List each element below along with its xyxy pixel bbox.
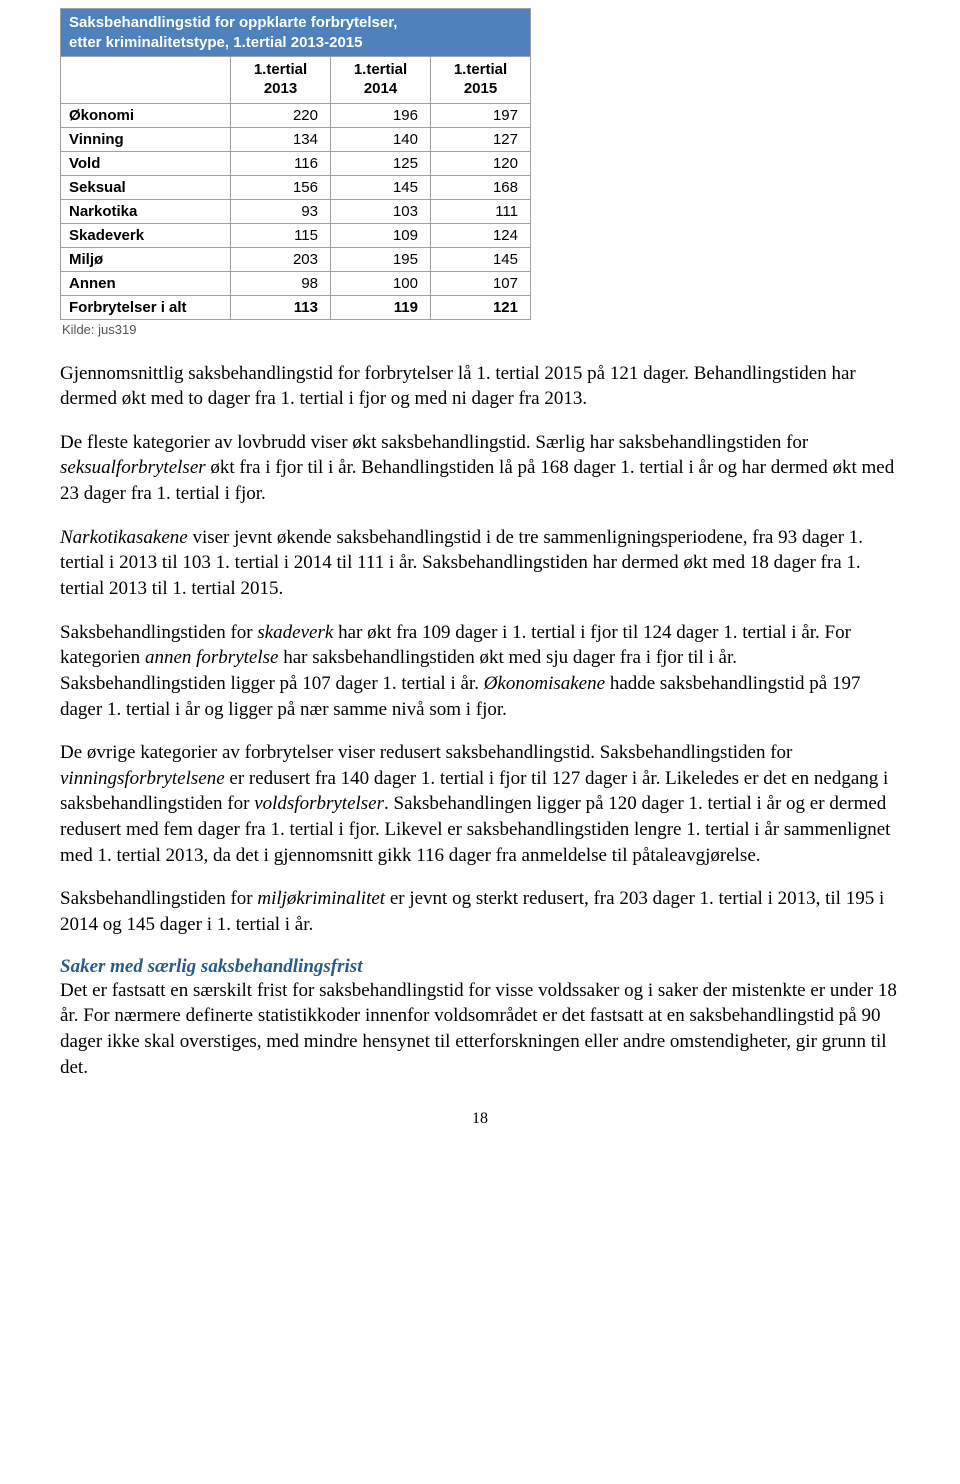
- row-v1: 203: [231, 247, 331, 271]
- row-v3: 145: [431, 247, 531, 271]
- row-v1: 116: [231, 151, 331, 175]
- row-v3: 127: [431, 127, 531, 151]
- table-source: Kilde: jus319: [62, 322, 900, 337]
- table-row: Skadeverk115109124: [61, 223, 531, 247]
- table-row: Seksual156145168: [61, 175, 531, 199]
- table-row: Vinning134140127: [61, 127, 531, 151]
- row-v1: 115: [231, 223, 331, 247]
- row-label: Vold: [61, 151, 231, 175]
- table-title-l1: Saksbehandlingstid for oppklarte forbryt…: [69, 14, 397, 31]
- row-v2: 195: [331, 247, 431, 271]
- row-v3: 168: [431, 175, 531, 199]
- page-number: 18: [60, 1110, 900, 1128]
- row-v1: 156: [231, 175, 331, 199]
- total-v2: 119: [331, 295, 431, 319]
- col-header-2014: 1.tertial2014: [331, 57, 431, 104]
- row-label: Vinning: [61, 127, 231, 151]
- paragraph-5: De øvrige kategorier av forbrytelser vis…: [60, 740, 900, 868]
- subsection-heading: Saker med særlig saksbehandlingsfrist: [60, 956, 900, 978]
- paragraph-2: De fleste kategorier av lovbrudd viser ø…: [60, 430, 900, 507]
- saksbehandling-table: Saksbehandlingstid for oppklarte forbryt…: [60, 8, 531, 320]
- table-row: Miljø203195145: [61, 247, 531, 271]
- paragraph-6: Saksbehandlingstiden for miljøkriminalit…: [60, 886, 900, 937]
- paragraph-1: Gjennomsnittlig saksbehandlingstid for f…: [60, 361, 900, 412]
- row-v2: 140: [331, 127, 431, 151]
- row-v2: 100: [331, 271, 431, 295]
- table-row: Økonomi220196197: [61, 103, 531, 127]
- row-v3: 197: [431, 103, 531, 127]
- row-v1: 93: [231, 199, 331, 223]
- row-label: Skadeverk: [61, 223, 231, 247]
- paragraph-3: Narkotikasakene viser jevnt økende saksb…: [60, 525, 900, 602]
- row-label: Annen: [61, 271, 231, 295]
- table-row: Annen98100107: [61, 271, 531, 295]
- row-v2: 103: [331, 199, 431, 223]
- total-v3: 121: [431, 295, 531, 319]
- data-table-wrapper: Saksbehandlingstid for oppklarte forbryt…: [60, 8, 900, 337]
- paragraph-7: Det er fastsatt en særskilt frist for sa…: [60, 978, 900, 1081]
- table-row: Narkotika93103111: [61, 199, 531, 223]
- table-row-total: Forbrytelser i alt 113 119 121: [61, 295, 531, 319]
- row-label: Miljø: [61, 247, 231, 271]
- row-v3: 124: [431, 223, 531, 247]
- row-v1: 220: [231, 103, 331, 127]
- table-title-l2: etter kriminalitetstype, 1.tertial 2013-…: [69, 34, 362, 51]
- col-header-2015: 1.tertial2015: [431, 57, 531, 104]
- table-row: Vold116125120: [61, 151, 531, 175]
- row-label: Økonomi: [61, 103, 231, 127]
- total-label: Forbrytelser i alt: [61, 295, 231, 319]
- row-v3: 120: [431, 151, 531, 175]
- row-v2: 125: [331, 151, 431, 175]
- row-label: Seksual: [61, 175, 231, 199]
- row-v2: 145: [331, 175, 431, 199]
- table-title: Saksbehandlingstid for oppklarte forbryt…: [61, 9, 531, 57]
- row-v2: 196: [331, 103, 431, 127]
- row-v3: 107: [431, 271, 531, 295]
- paragraph-4: Saksbehandlingstiden for skadeverk har ø…: [60, 620, 900, 723]
- row-v1: 134: [231, 127, 331, 151]
- total-v1: 113: [231, 295, 331, 319]
- row-label: Narkotika: [61, 199, 231, 223]
- row-v2: 109: [331, 223, 431, 247]
- col-header-blank: [61, 57, 231, 104]
- row-v3: 111: [431, 199, 531, 223]
- row-v1: 98: [231, 271, 331, 295]
- col-header-2013: 1.tertial2013: [231, 57, 331, 104]
